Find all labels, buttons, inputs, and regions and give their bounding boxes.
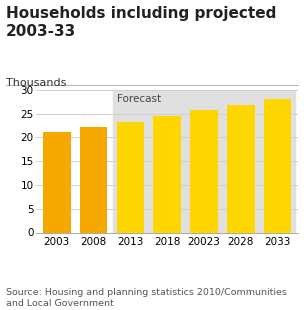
Bar (264, 100, 292, 232)
Text: Forecast: Forecast (117, 94, 162, 104)
Bar (113, 90, 295, 232)
Text: Households including projected
2003-33: Households including projected 2003-33 (6, 6, 276, 39)
Text: Source: Housing and planning statistics 2010/Communities
and Local Government: Source: Housing and planning statistics … (6, 288, 287, 308)
Bar (227, 105, 255, 232)
Bar (116, 122, 144, 232)
Text: Thousands: Thousands (6, 78, 67, 88)
Bar (80, 127, 107, 232)
Bar (154, 116, 181, 232)
Bar (190, 110, 218, 232)
Bar (43, 132, 71, 232)
